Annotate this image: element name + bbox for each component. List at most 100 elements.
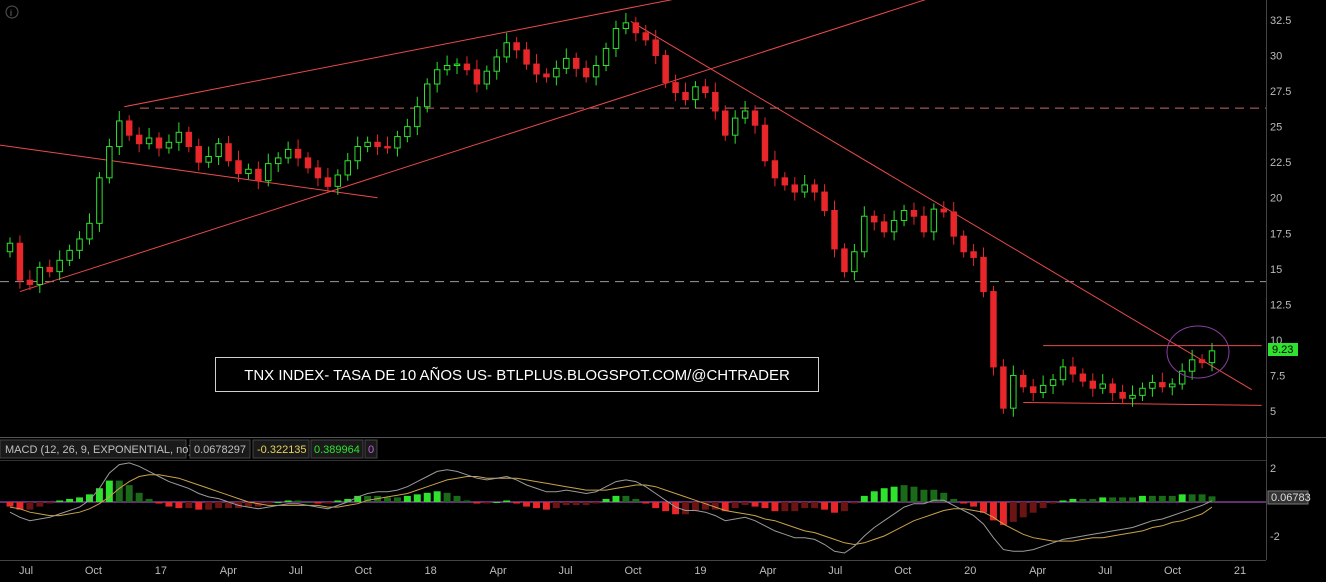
macd-histogram-bar [26,502,34,510]
macd-histogram-bar [572,502,580,506]
candle-body [900,210,908,221]
candle-body [96,177,103,224]
macd-histogram-bar [433,491,441,502]
candle-body [1109,383,1116,394]
candle-body [245,168,252,175]
macd-histogram-bar [731,502,739,509]
macd-histogram-bar [304,502,312,503]
info-icon[interactable] [5,5,19,19]
candle-body [1139,387,1146,396]
price-tick-label: 20 [1270,193,1282,205]
macd-histogram-bar [781,502,789,512]
candle-body [1069,366,1077,375]
candle-body [761,124,769,162]
macd-histogram-bar [721,502,729,512]
macd-histogram-bar [125,485,133,502]
candle-body [1099,383,1106,389]
candle-body [344,160,351,176]
macd-histogram-bar [264,502,272,504]
candle-body [255,168,262,182]
lower-channel-line [19,0,926,293]
macd-tick-label: -2 [1270,531,1280,543]
macd-histogram-bar [284,500,292,502]
macd-histogram-bar [562,502,570,506]
price-tick-label: 25 [1270,122,1282,134]
macd-histogram-bar [185,502,193,509]
macd-histogram-bar [314,502,322,504]
macd-histogram-bar [443,492,451,502]
candle-body [801,184,808,193]
macd-histogram-bar [85,494,93,502]
macd-histogram-bar [711,502,719,510]
macd-histogram-bar [165,502,173,507]
candle-body [414,106,421,128]
macd-histogram-bar [582,502,590,506]
macd-histogram-bar [344,498,352,502]
macd-histogram-bar [701,502,709,510]
macd-histogram-bar [880,488,888,502]
time-tick-label: Jul [289,565,303,577]
chart-title: TNX INDEX- TASA DE 10 AÑOS US- BTLPLUS.B… [244,367,790,384]
time-tick-label: Apr [220,565,237,577]
macd-histogram-bar [473,502,481,504]
falling-support-line [0,144,378,199]
macd-histogram-bar [1009,502,1017,522]
macd-histogram-bar [1158,495,1166,502]
macd-histogram-bar [900,485,908,502]
macd-histogram-bar [384,497,391,502]
candle-body [265,163,272,182]
candle-body [503,42,510,58]
macd-histogram-bar [393,497,401,502]
macd-extra-box [364,439,378,459]
time-tick-label: Oct [894,565,911,577]
macd-histogram-bar [840,502,848,512]
candle-body [86,222,93,240]
macd-histogram-bar [1208,496,1216,502]
candle-body [1020,374,1027,388]
macd-histogram-bar [1109,497,1117,502]
macd-histogram-bar [533,502,540,509]
candle-body [66,249,73,261]
macd-histogram-bar [1129,497,1137,502]
macd-histogram-bar [145,498,153,502]
candle-body [940,208,948,213]
candle-body [473,69,481,85]
macd-histogram-bar [850,502,858,504]
candle-body [195,146,202,163]
candle-body [1149,382,1156,389]
last-price-label: 9.23 [1272,344,1293,356]
macd-header-label-box [0,439,187,459]
price-tick-label: 5 [1270,406,1276,418]
macd-histogram-bar [513,502,521,504]
macd-histogram-bar [135,492,143,502]
candle-body [910,210,918,217]
macd-histogram-bar [642,502,650,504]
candle-body [1010,374,1017,409]
time-tick-label: Apr [759,565,776,577]
macd-histogram-bar [552,502,560,509]
macd-header-label: MACD (12, 26, 9, EXPONENTIAL, no) [5,444,192,456]
candle-body [960,235,967,253]
macd-histogram-bar [870,491,878,502]
candle-body [354,146,361,162]
macd-histogram-bar [632,498,640,502]
candle-body [851,251,858,273]
macd-last-badge [1267,490,1309,505]
macd-histogram-bar [16,502,24,510]
macd-signal-line [9,474,1213,546]
candle-body [493,56,500,72]
horizontal-levels [0,107,1266,283]
macd-histogram-bar [493,502,501,503]
candle-body [145,137,153,145]
macd-histogram-bar [751,502,759,507]
macd-histogram-bar [523,502,531,507]
candle-body [443,64,451,71]
macd-axis-ticks: 2 -2 [1270,463,1280,543]
macd-histogram-bar [920,489,928,502]
candle-body [642,32,650,41]
macd-histogram-bar [195,502,203,510]
macd-line [9,462,1213,554]
candle-body [1089,380,1097,389]
candle-body [433,69,441,85]
